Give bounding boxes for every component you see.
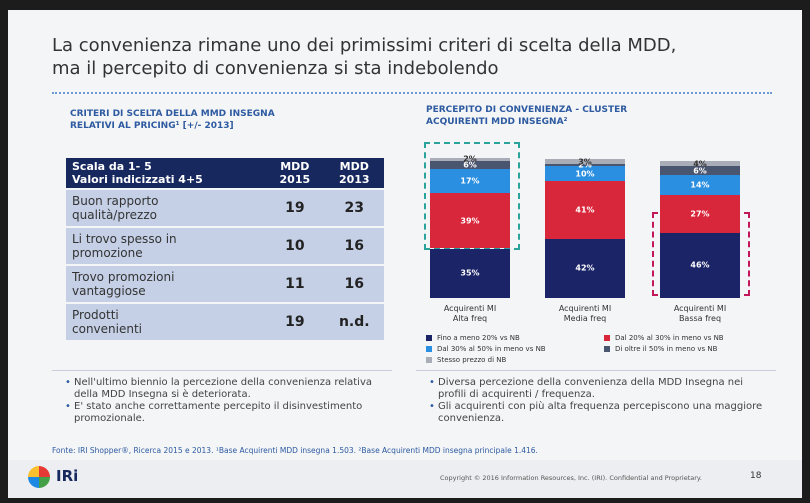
value-label: 39% (460, 216, 480, 226)
bar-segment (545, 163, 625, 167)
legend-swatch (426, 335, 432, 341)
bar-segment (430, 169, 510, 194)
source-note: Fonte: IRI Shopper®, Ricerca 2015 e 2013… (52, 446, 538, 455)
cell-value: 16 (324, 228, 384, 264)
bar-segment (430, 158, 510, 161)
category-label: Acquirenti MI Bassa freq (673, 304, 727, 323)
cell-value: 10 (265, 228, 325, 264)
table-row: Trovo promozioni vantaggiose 11 16 (66, 266, 384, 302)
category-label: Acquirenti MI Alta freq (443, 304, 497, 323)
legend-item: Di oltre il 50% in meno vs NB (604, 345, 717, 353)
column-header: MDD 2013 (324, 158, 384, 188)
logo-text: IRi (56, 467, 79, 485)
value-label: 46% (690, 260, 710, 270)
value-label: 6% (693, 166, 707, 176)
table-row: Buon rapporto qualità/prezzo 19 23 (66, 190, 384, 226)
panel-title: CRITERI DI SCELTA DELLA MMD INSEGNA RELA… (70, 109, 275, 131)
value-label: 2% (463, 154, 477, 164)
legend-label: Di oltre il 50% in meno vs NB (615, 345, 718, 353)
slide-title: La convenienza rimane uno dei primissimi… (52, 35, 677, 79)
table-row: Prodotti convenienti 19 n.d. (66, 304, 384, 340)
bar-segment (430, 193, 510, 249)
bullet: Diversa percezione della convenienza del… (424, 377, 768, 401)
bullet: Gli acquirenti con più alta frequenza pe… (424, 401, 768, 425)
column-header: MDD 2015 (265, 158, 325, 188)
value-label: 6% (463, 160, 477, 170)
cell-value: 11 (265, 266, 325, 302)
legend-swatch (604, 335, 610, 341)
legend-label: Stesso prezzo di NB (437, 356, 507, 364)
row-label: Buon rapporto qualità/prezzo (66, 190, 266, 226)
value-label: 3% (578, 157, 592, 167)
copyright: Copyright © 2016 Information Resources, … (440, 474, 702, 482)
table-row: Li trovo spesso in promozione 10 16 (66, 228, 384, 264)
slide: La convenienza rimane uno dei primissimi… (8, 10, 802, 498)
bar-segment (430, 160, 510, 170)
criteria-table: Scala da 1- 5 Valori indicizzati 4+5 MDD … (66, 156, 384, 342)
chart-title: PERCEPITO DI CONVENIENZA - CLUSTER ACQUI… (426, 105, 628, 127)
value-label: 42% (575, 263, 595, 273)
cell-value: 16 (324, 266, 384, 302)
bar-segment (430, 248, 510, 298)
footer-bar (8, 460, 802, 498)
legend-item: Stesso prezzo di NB (426, 356, 506, 364)
bullets-left: Nell'ultimo biennio la percezione della … (52, 371, 392, 431)
bar-segment (660, 232, 740, 298)
value-label: 14% (690, 180, 710, 190)
column-header: Scala da 1- 5 Valori indicizzati 4+5 (66, 158, 266, 188)
value-label: 41% (575, 205, 595, 215)
category-label: Acquirenti MI Media freq (558, 304, 612, 323)
value-label: 4% (693, 159, 707, 169)
bar-segment (545, 159, 625, 164)
legend-item: Fino a meno 20% vs NB (426, 334, 520, 342)
bullet: E' stato anche correttamente percepito i… (60, 401, 384, 425)
cell-value: n.d. (324, 304, 384, 340)
table-body: Buon rapporto qualità/prezzo 19 23 Li trovo… (66, 190, 384, 340)
row-label: Prodotti convenienti (66, 304, 266, 340)
logo-icon (28, 466, 50, 488)
bar-segment (660, 174, 740, 195)
bar-segment (660, 160, 740, 167)
bar-segment (545, 238, 625, 298)
legend-label: Dal 20% al 30% in meno vs NB (615, 334, 724, 342)
bar-segment (660, 166, 740, 175)
row-label: Li trovo spesso in promozione (66, 228, 266, 264)
row-label: Trovo promozioni vantaggiose (66, 266, 266, 302)
cell-value: 19 (265, 190, 325, 226)
chart: 35% 39% 17% 6% 2% Acquirenti MI Alta freq 42% 4… (408, 130, 788, 364)
legend-label: Dal 30% al 50% in meno vs NB (437, 345, 546, 353)
bullet: Nell'ultimo biennio la percezione della … (60, 377, 384, 401)
bar-segment (545, 166, 625, 181)
value-label: 10% (575, 169, 595, 179)
value-label: 2% (578, 160, 592, 170)
legend-item: Dal 30% al 50% in meno vs NB (426, 345, 546, 353)
divider (52, 92, 772, 94)
legend-swatch (426, 346, 432, 352)
cell-value: 23 (324, 190, 384, 226)
bar-segment (545, 180, 625, 239)
legend-swatch (604, 346, 610, 352)
cell-value: 19 (265, 304, 325, 340)
bullet-box: Nell'ultimo biennio la percezione della … (52, 370, 392, 443)
bar-segment (660, 194, 740, 233)
value-label: 35% (460, 268, 480, 278)
legend-swatch (426, 357, 432, 363)
page-number: 18 (750, 471, 762, 481)
bullets-right: Diversa percezione della convenienza del… (416, 371, 776, 431)
legend-label: Fino a meno 20% vs NB (437, 334, 520, 342)
legend-item: Dal 20% al 30% in meno vs NB (604, 334, 724, 342)
value-label: 17% (460, 176, 480, 186)
table-header: Scala da 1- 5 Valori indicizzati 4+5 MDD … (66, 158, 384, 188)
bullet-box: Diversa percezione della convenienza del… (416, 370, 776, 443)
value-label: 27% (690, 209, 710, 219)
